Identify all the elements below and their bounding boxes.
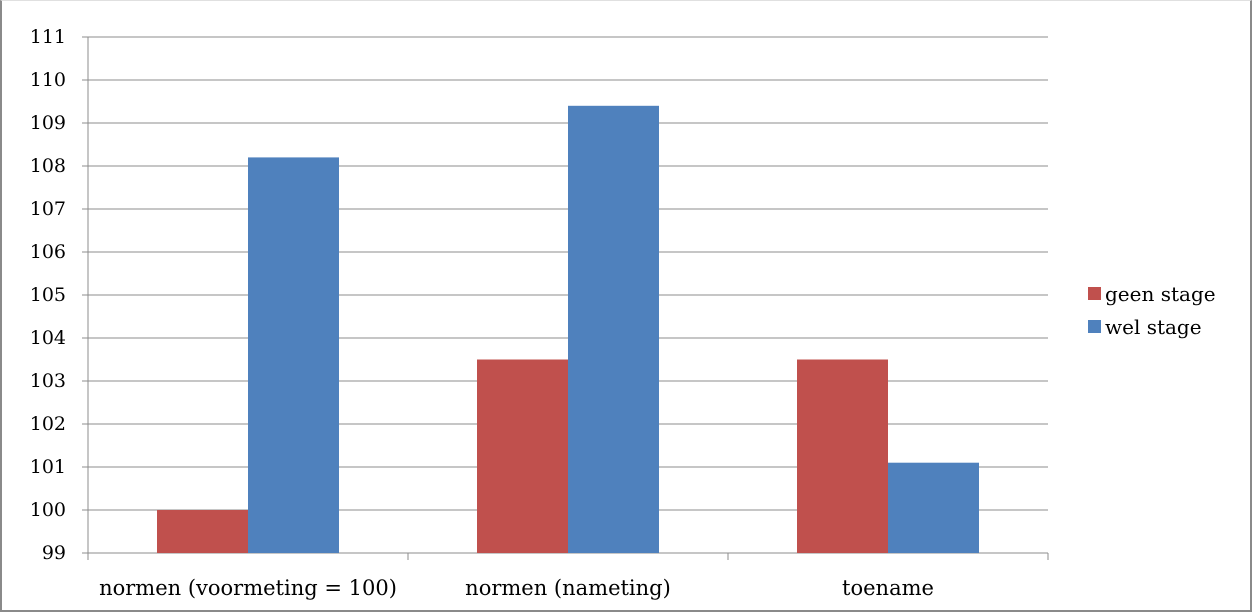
legend-label-wel-stage: wel stage [1105,314,1202,339]
bar-geen-stage-2 [797,359,888,553]
legend: geen stage wel stage [1088,277,1216,343]
legend-item-wel-stage: wel stage [1088,310,1216,343]
y-tick-label: 108 [30,155,66,177]
y-tick-label: 110 [30,69,66,91]
y-tick-label: 111 [30,26,66,48]
y-tick-label: 100 [30,499,66,521]
legend-swatch-geen-stage [1088,287,1101,300]
y-tick-label: 109 [30,112,66,134]
bar-geen-stage-1 [477,359,568,553]
y-tick-label: 103 [30,370,66,392]
bar-wel-stage-0 [248,157,339,553]
bar-wel-stage-1 [568,105,659,554]
bar-wel-stage-2 [888,462,979,553]
y-tick-label: 104 [30,327,66,349]
legend-swatch-wel-stage [1088,320,1101,333]
y-tick-label: 107 [30,198,66,220]
legend-item-geen-stage: geen stage [1088,277,1216,310]
y-tick-label: 106 [30,241,66,263]
x-tick-label: toename [842,576,934,600]
legend-label-geen-stage: geen stage [1105,281,1216,306]
x-tick-label: normen (voormeting = 100) [99,576,397,600]
y-tick-label: 99 [42,542,66,564]
bar-geen-stage-0 [157,510,248,553]
y-tick-label: 102 [30,413,66,435]
y-tick-label: 105 [30,284,66,306]
x-tick-label: normen (nameting) [465,576,671,600]
y-tick-label: 101 [30,456,66,478]
